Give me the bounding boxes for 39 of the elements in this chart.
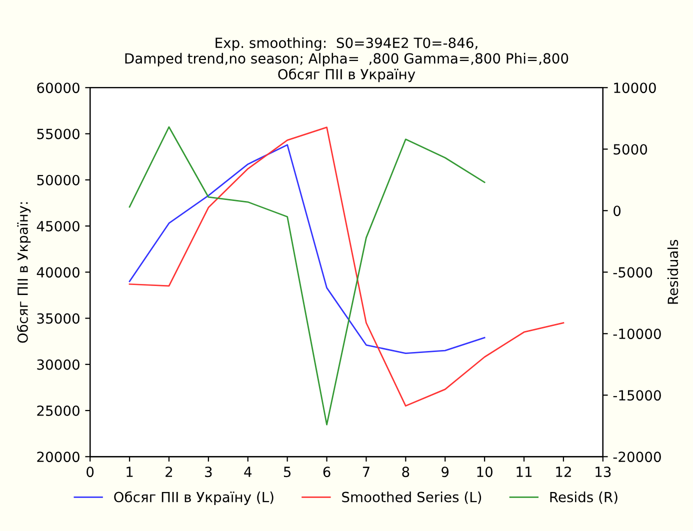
y-tick-label: 60000 [37,82,80,94]
legend-label: Resids (R) [550,492,618,504]
y-tick-label: 50000 [37,174,80,186]
x-tick-label: 11 [516,466,532,477]
y2-tick-label: 10000 [614,82,656,94]
x-tick-label: 1 [126,466,133,477]
y2-tick-label: 5000 [614,144,648,155]
x-tick-label: 2 [166,466,172,477]
y-tick-label: 35000 [37,313,80,324]
y-tick-label: 55000 [37,128,80,140]
x-tick-label: 4 [244,466,252,477]
y-tick-label: 20000 [37,452,80,462]
line-series [128,144,486,354]
y2-tick-label: 0 [614,206,621,216]
x-tick-label: 5 [284,466,291,478]
legend-label: Обсяг ПІІ в Україну (L) [114,491,274,505]
x-tick-label: 8 [402,466,410,478]
y-tick-label: 45000 [36,220,80,232]
y2-tick-label: -5000 [613,267,652,278]
line-series [128,126,564,407]
y2-tick-label: -20000 [613,452,661,462]
legend-label: Smoothed Series (L) [342,492,482,504]
x-tick-label: 7 [362,466,370,477]
y2-tick-label: -10000 [613,328,661,340]
y-tick-label: 25000 [37,406,80,416]
x-tick-label: 9 [442,466,449,478]
y-tick-label: 30000 [37,359,80,370]
x-tick-label: 12 [556,466,571,477]
x-tick-label: 10 [477,466,492,478]
x-tick-label: 3 [205,466,212,478]
line-series [128,126,486,426]
y2-tick-label: -15000 [613,390,661,401]
y-tick-label: 40000 [36,267,80,278]
chart-title: Exp. smoothing: S0=394E2 T0=-846, Damped trend,no season; Alpha= ,800 Gamma=,800 Phi=,800 Обсяг ПІІ в Україну [125,37,568,82]
x-tick-label: 13 [596,466,611,478]
y-axis-title: Обсяг ПІІ в Україну: [16,202,31,343]
x-tick-label: 6 [323,466,330,478]
x-tick-label: 0 [86,466,94,478]
y2-axis-title: Residuals [667,240,678,304]
